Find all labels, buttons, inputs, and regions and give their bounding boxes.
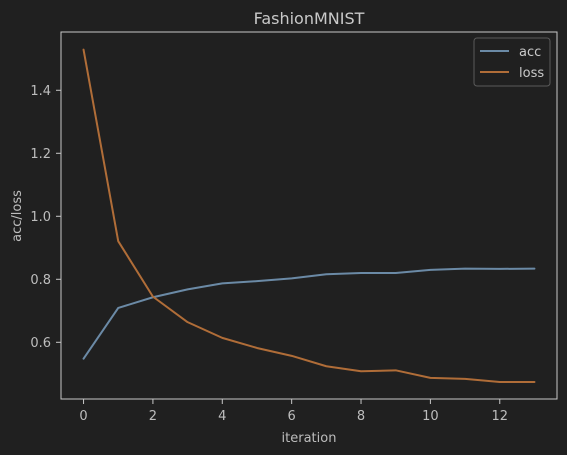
- x-tick-label: 2: [149, 409, 157, 424]
- legend-label-acc: acc: [519, 45, 541, 60]
- series-line-acc: [82, 267, 536, 360]
- y-tick-label: 1.4: [30, 84, 51, 99]
- y-axis-ticks: 0.6 0.8 1.0 1.2 1.4: [30, 84, 61, 351]
- x-tick-label: 8: [357, 409, 365, 424]
- x-axis-ticks: 0 2 4 6 8 10 12: [79, 399, 508, 424]
- legend-label-loss: loss: [519, 66, 544, 81]
- y-tick-label: 1.0: [30, 210, 51, 225]
- x-tick-label: 10: [422, 409, 439, 424]
- series-line-loss: [82, 48, 536, 383]
- x-tick-label: 12: [491, 409, 508, 424]
- legend: acc loss: [473, 37, 551, 87]
- series-layer: [82, 48, 536, 383]
- y-tick-label: 0.8: [30, 273, 51, 288]
- x-axis-label: iteration: [282, 431, 337, 446]
- y-tick-label: 1.2: [30, 147, 51, 162]
- x-tick-label: 6: [288, 409, 296, 424]
- x-tick-label: 4: [218, 409, 226, 424]
- plot-area-frame: [60, 31, 558, 400]
- chart-title: FashionMNIST: [254, 9, 365, 28]
- y-tick-label: 0.6: [30, 336, 51, 351]
- y-axis-label: acc/loss: [10, 190, 25, 242]
- x-tick-label: 0: [79, 409, 87, 424]
